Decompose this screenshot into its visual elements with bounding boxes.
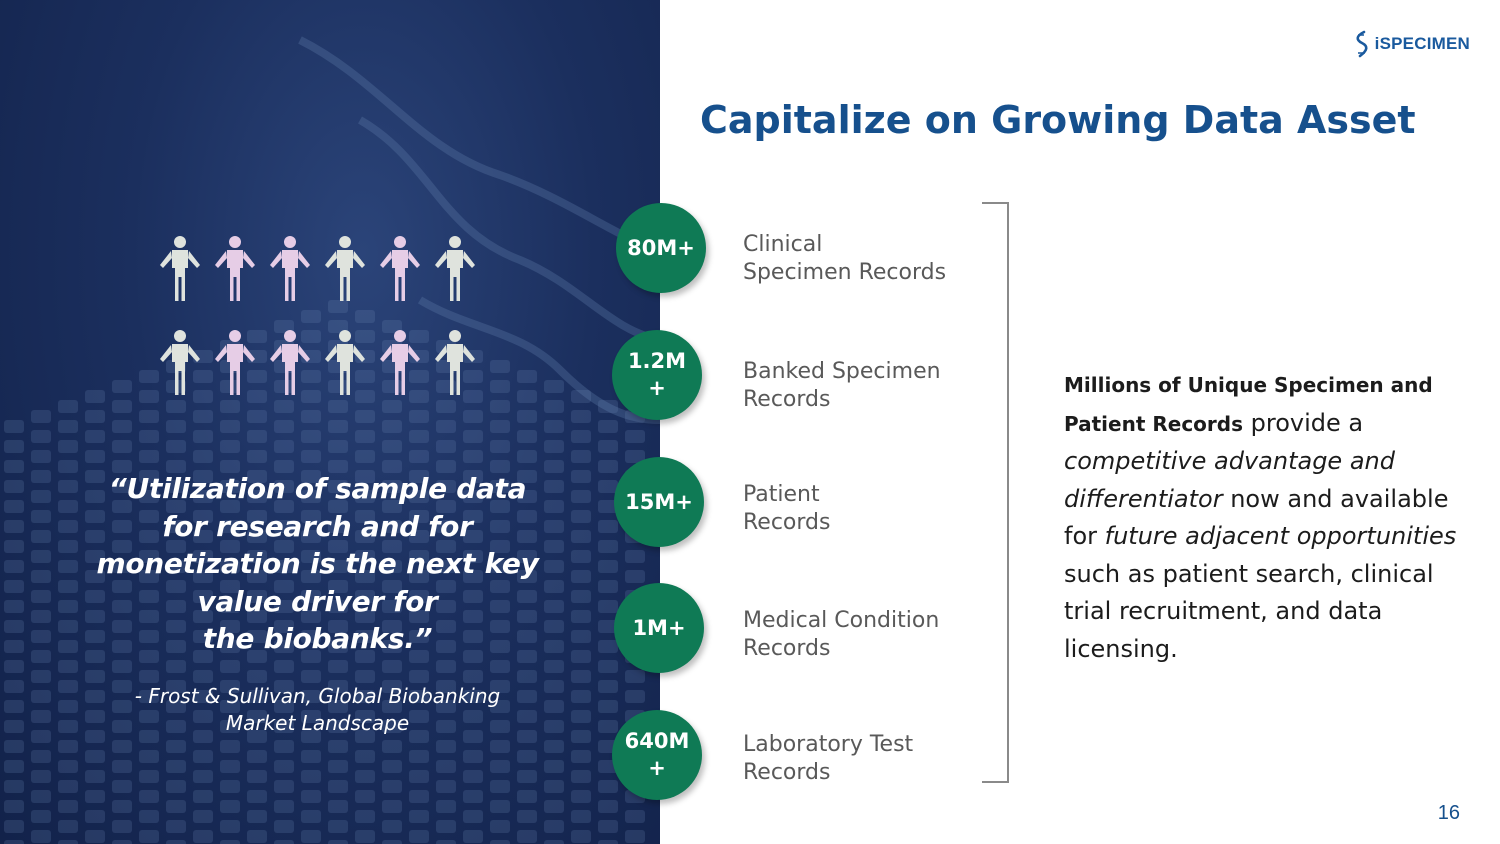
- stat-value: 80M+: [627, 235, 695, 260]
- stat-circle-patient: 15M+: [614, 457, 704, 547]
- stat-label-line: Banked Specimen: [743, 359, 941, 384]
- stat-value: 640M: [624, 729, 690, 753]
- attribution-line: - Frost & Sullivan, Global Biobanking: [134, 684, 501, 708]
- person-icon: [380, 330, 420, 395]
- person-icon: [435, 236, 475, 301]
- summary-paragraph: Millions of Unique Specimen and Patient …: [1064, 366, 1464, 668]
- stat-circle-clinical: 80M+: [616, 203, 706, 293]
- stat-label-line: Records: [743, 760, 831, 785]
- stat-label-line: Medical Condition: [743, 608, 940, 633]
- person-icon: [270, 236, 310, 301]
- summary-italic: competitive advantage and differentiator: [1064, 447, 1395, 513]
- summary-italic: future adjacent opportunities: [1104, 522, 1457, 550]
- stat-value: 1M+: [632, 615, 686, 640]
- brand-logo: iSPECIMEN: [1354, 30, 1470, 58]
- quote-line: “Utilization of sample data: [108, 472, 527, 505]
- stat-circle-banked: 1.2M +: [612, 330, 702, 420]
- person-icon: [270, 330, 310, 395]
- people-icon-grid: [155, 235, 485, 405]
- quote-attribution: - Frost & Sullivan, Global Biobanking Ma…: [90, 683, 545, 737]
- summary-bold-2: Patient Records: [1064, 411, 1244, 436]
- stat-value: 15M+: [625, 489, 693, 514]
- summary-text: such as patient search, clinical trial r…: [1064, 559, 1434, 663]
- stat-label-line: Patient: [743, 482, 820, 507]
- stat-label-line: Records: [743, 636, 831, 661]
- person-icon: [160, 330, 200, 395]
- stat-label-clinical: Clinical Specimen Records: [743, 231, 983, 287]
- stat-value: +: [648, 756, 666, 780]
- stat-value: 1.2M: [627, 349, 687, 373]
- quote-line: monetization is the next key: [96, 547, 539, 580]
- helix-icon: [1356, 30, 1368, 58]
- person-icon: [325, 236, 365, 301]
- stat-label-line: Specimen Records: [743, 260, 947, 285]
- stat-label-laboratory: Laboratory Test Records: [743, 731, 983, 787]
- quote-line: for research and for: [162, 509, 473, 543]
- person-icon: [325, 330, 365, 395]
- background-texture: [4, 36, 660, 844]
- right-bracket: [982, 202, 1009, 783]
- quote-line: the biobanks.”: [202, 622, 433, 655]
- left-image-panel: “Utilization of sample data for research…: [0, 0, 660, 844]
- stat-label-line: Records: [743, 387, 831, 412]
- stat-label-line: Laboratory Test: [743, 732, 914, 757]
- summary-text: provide a: [1243, 408, 1364, 437]
- quote: “Utilization of sample data for research…: [70, 470, 565, 658]
- logo-wordmark: iSPECIMEN: [1374, 34, 1470, 53]
- slide-title: Capitalize on Growing Data Asset: [700, 98, 1416, 142]
- attribution-line: Market Landscape: [225, 711, 410, 735]
- person-icon: [160, 236, 200, 301]
- person-icon: [380, 236, 420, 301]
- summary-bold-1: Millions of Unique Specimen and: [1064, 373, 1433, 397]
- stat-circle-laboratory: 640M +: [612, 710, 702, 800]
- page-number: 16: [1437, 802, 1460, 824]
- stat-label-medical: Medical Condition Records: [743, 607, 983, 663]
- summary-text: now and available for: [1064, 484, 1449, 551]
- stat-label-banked: Banked Specimen Records: [743, 358, 983, 414]
- person-icon: [215, 330, 255, 395]
- stat-circle-medical: 1M+: [614, 583, 704, 673]
- quote-line: value driver for: [197, 584, 438, 618]
- stat-label-patient: Patient Records: [743, 481, 983, 537]
- person-icon: [215, 236, 255, 301]
- stat-label-line: Records: [743, 510, 831, 535]
- stat-value: +: [648, 376, 666, 400]
- person-icon: [435, 330, 475, 395]
- stat-label-line: Clinical: [743, 232, 823, 257]
